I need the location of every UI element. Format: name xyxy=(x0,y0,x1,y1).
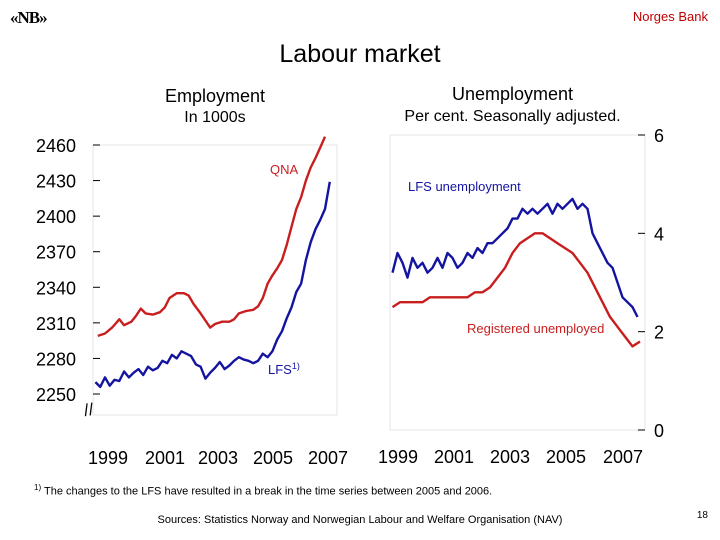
unemployment-y-tick-label: 4 xyxy=(654,224,664,244)
unemployment-y-tick-label: 6 xyxy=(654,126,664,146)
employment-x-tick-label: 2001 xyxy=(145,448,185,468)
footnote: 1) The changes to the LFS have resulted … xyxy=(34,483,492,498)
employment-y-tick-label: 2460 xyxy=(36,136,76,156)
unemployment-x-tick-label: 2007 xyxy=(603,447,643,467)
lfs-series-label: LFS1) xyxy=(268,361,300,377)
employment-title: Employment xyxy=(164,86,266,106)
employment-y-tick-label: 2400 xyxy=(36,207,76,227)
unemployment-series-lfs-line xyxy=(391,197,639,318)
unemployment-x-tick-label: 2005 xyxy=(546,447,586,467)
employment-x-tick-label: 2003 xyxy=(198,448,238,468)
unemployment-x-tick-label: 1999 xyxy=(378,447,418,467)
unemployment-y-tick-label: 2 xyxy=(654,323,664,343)
norges-bank-logo: «NB» xyxy=(10,8,48,27)
employment-series-lfs-line xyxy=(94,181,331,389)
footnote-marker: 1) xyxy=(34,483,42,492)
employment-y-tick-label: 2430 xyxy=(36,172,76,192)
lfs-unemployment-label: LFS unemployment xyxy=(408,179,521,194)
unemployment-series-registered-line xyxy=(391,232,641,348)
unemployment-subtitle: Per cent. Seasonally adjusted. xyxy=(404,108,621,125)
employment-x-tick-label: 2007 xyxy=(308,448,348,468)
sources: Sources: Statistics Norway and Norwegian… xyxy=(157,514,563,526)
slide-title: Labour market xyxy=(279,40,441,68)
employment-x-tick-label: 2005 xyxy=(253,448,293,468)
unemployment-title: Unemployment xyxy=(451,84,574,104)
unemployment-plot-area xyxy=(389,134,646,431)
employment-y-tick-label: 2250 xyxy=(36,385,76,405)
employment-y-tick-label: 2370 xyxy=(36,243,76,263)
unemployment-chart: 0 2 4 6 1999 2001 2003 2005 2007 LFS unemployment… xyxy=(378,126,664,467)
employment-subtitle: In 1000s xyxy=(184,109,246,126)
lfs-series-label-sup: 1) xyxy=(292,361,300,371)
unemployment-x-tick-label: 2003 xyxy=(490,447,530,467)
page-number: 18 xyxy=(696,510,708,521)
bank-name: Norges Bank xyxy=(632,9,708,24)
employment-x-tick-label: 1999 xyxy=(88,448,128,468)
employment-y-tick-label: 2340 xyxy=(36,278,76,298)
employment-y-tick-label: 2310 xyxy=(36,314,76,334)
unemployment-x-tick-label: 2001 xyxy=(434,447,474,467)
employment-plot-area xyxy=(92,144,338,416)
registered-unemployed-label: Registered unemployed xyxy=(467,321,604,336)
employment-chart: 2250 2280 2310 2340 2370 2400 2430 2460 1999 2001… xyxy=(36,136,348,468)
employment-axis-break: // xyxy=(83,400,95,420)
employment-series-qna-line xyxy=(97,136,327,338)
employment-y-tick-label: 2280 xyxy=(36,349,76,369)
unemployment-y-tick-label: 0 xyxy=(654,421,664,441)
qna-series-label: QNA xyxy=(270,162,299,177)
footnote-text: The changes to the LFS have resulted in … xyxy=(43,485,493,498)
